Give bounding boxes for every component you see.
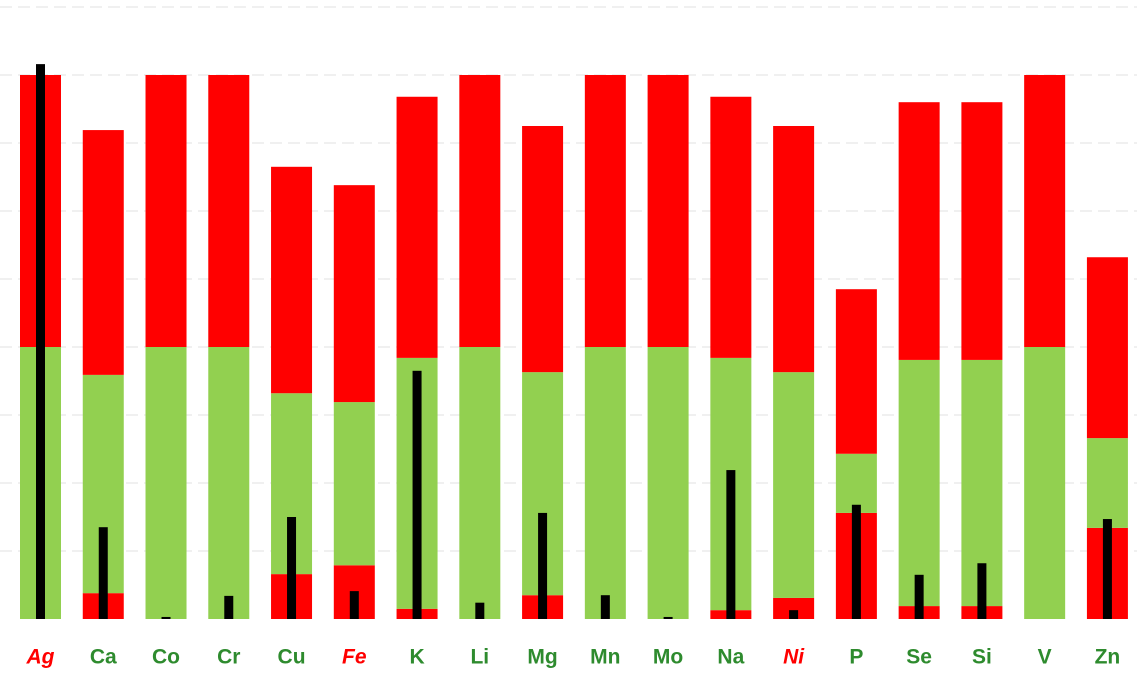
x-tick-label: Cu xyxy=(278,646,306,669)
x-tick-label: Se xyxy=(906,646,932,669)
range-segment xyxy=(1086,257,1128,439)
value-bar xyxy=(538,512,548,619)
x-tick-label: Cr xyxy=(217,646,240,669)
x-tick-label: Zn xyxy=(1095,646,1121,669)
x-tick-label: Ag xyxy=(26,646,55,669)
range-segment xyxy=(396,96,438,358)
range-segment xyxy=(773,126,815,373)
x-tick-label: Si xyxy=(972,646,992,669)
x-tick-label: Fe xyxy=(342,646,367,669)
value-bar xyxy=(475,602,485,619)
range-segment xyxy=(1086,438,1128,528)
range-segment xyxy=(145,75,187,347)
value-bar xyxy=(412,370,422,619)
range-segment xyxy=(1024,347,1066,619)
range-segment xyxy=(773,597,815,619)
range-segment xyxy=(459,75,501,347)
value-bar xyxy=(1102,519,1112,619)
value-bar xyxy=(98,527,108,619)
range-segment xyxy=(333,185,375,403)
x-tick-label: Mo xyxy=(653,646,683,669)
value-bar xyxy=(287,517,297,619)
value-bar xyxy=(663,616,673,619)
range-segment xyxy=(208,75,250,347)
range-segment xyxy=(710,96,752,358)
range-segment xyxy=(773,372,815,598)
range-segment xyxy=(898,359,940,607)
range-segment xyxy=(208,347,250,619)
value-bar xyxy=(36,64,45,620)
range-segment xyxy=(647,75,689,347)
x-tick-label: Mg xyxy=(527,646,557,669)
x-tick-label: Na xyxy=(717,646,744,669)
value-bar xyxy=(914,574,924,619)
value-bar xyxy=(161,616,171,619)
x-tick-label: Co xyxy=(152,646,180,669)
x-tick-label: V xyxy=(1038,646,1052,669)
value-bar xyxy=(349,591,359,619)
range-segment xyxy=(145,347,187,619)
value-bar xyxy=(726,470,736,619)
x-tick-label: Mn xyxy=(590,646,620,669)
range-segment xyxy=(835,453,877,513)
range-segment xyxy=(333,402,375,566)
x-tick-label: Ca xyxy=(90,646,117,669)
value-bar xyxy=(789,610,799,619)
range-segment xyxy=(522,126,564,373)
range-segment xyxy=(584,347,626,619)
x-tick-label: Li xyxy=(470,646,489,669)
x-tick-label: K xyxy=(409,646,424,669)
range-segment xyxy=(82,130,124,375)
value-bar xyxy=(851,504,861,619)
range-segment xyxy=(898,102,940,360)
range-segment xyxy=(271,166,313,394)
value-bar xyxy=(600,595,610,619)
range-segment xyxy=(1024,75,1066,347)
x-tick-label: P xyxy=(849,646,863,669)
range-segment xyxy=(835,289,877,454)
range-segment xyxy=(647,347,689,619)
range-segment xyxy=(459,347,501,619)
range-segment xyxy=(961,102,1003,360)
range-segment xyxy=(584,75,626,347)
value-bar xyxy=(977,563,987,619)
x-tick-label: Ni xyxy=(783,646,805,669)
value-bar xyxy=(224,595,234,619)
